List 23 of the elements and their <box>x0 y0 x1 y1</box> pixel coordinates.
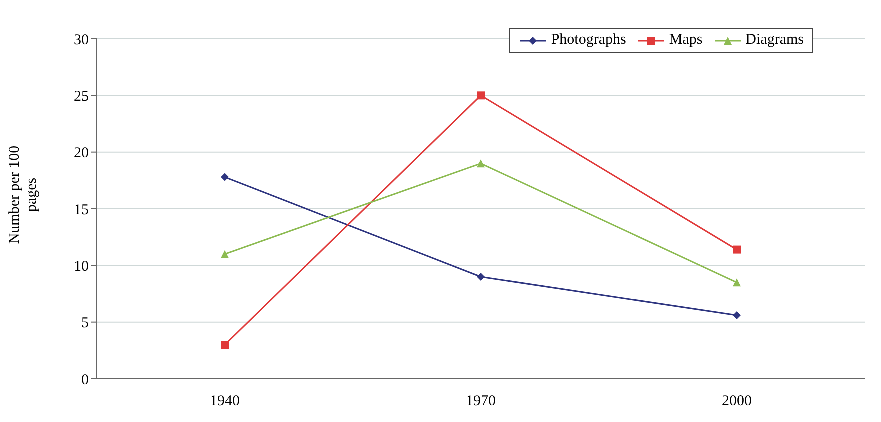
point <box>733 246 741 254</box>
legend-label: Diagrams <box>744 32 804 49</box>
point <box>477 160 485 168</box>
legend-label: Photographs <box>550 32 626 49</box>
y-tick-label: 10 <box>74 258 89 275</box>
point <box>221 341 229 349</box>
y-tick-label: 5 <box>82 316 89 332</box>
point <box>477 273 485 281</box>
point <box>477 92 485 100</box>
y-tick-label: 30 <box>74 32 89 48</box>
point <box>221 173 229 182</box>
point <box>733 312 741 320</box>
point <box>733 278 741 287</box>
y-axis-title: Number per 100 pages <box>7 145 41 245</box>
y-tick-label: 15 <box>74 202 89 218</box>
y-tick-label: 20 <box>74 146 89 162</box>
point <box>221 250 229 258</box>
y-tick-label: 25 <box>74 88 89 105</box>
legend-label: Maps <box>668 32 703 49</box>
y-tick-label: 0 <box>82 372 89 388</box>
x-tick-label: 1970 <box>466 394 496 410</box>
x-tick-label: 1940 <box>210 394 240 410</box>
x-tick-label: 2000 <box>722 394 752 410</box>
